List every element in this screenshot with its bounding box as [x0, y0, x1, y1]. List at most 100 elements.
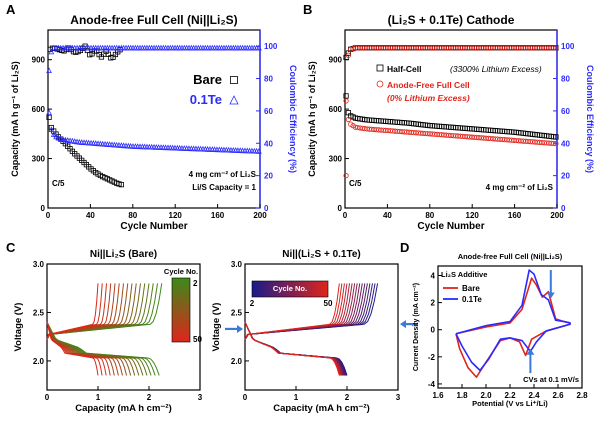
x-tick-label: 40 — [383, 211, 392, 220]
data-point — [48, 48, 55, 55]
y-tick-label: -2 — [428, 353, 436, 362]
y-tick-label: 0 — [561, 204, 566, 213]
y-tick-label: 2.5 — [33, 308, 45, 317]
y-tick-label: 900 — [329, 56, 343, 65]
annotation-scanrate: CVs at 0.1 mV/s — [523, 375, 579, 384]
x-tick-label: 2 — [345, 393, 350, 402]
chart-title: Ni||Li₂S (Bare) — [90, 249, 157, 260]
data-point — [343, 173, 349, 179]
y-tick-label: -4 — [428, 380, 436, 389]
x-tick-label: 3 — [396, 393, 401, 402]
data-point — [343, 98, 349, 104]
panel-letter: D — [400, 240, 409, 255]
legend-marker-half — [376, 64, 384, 72]
x-tick-label: 160 — [211, 211, 225, 220]
annotation-loading: 4 mg cm⁻² of Li₂S — [189, 170, 257, 179]
y-tick-label: 100 — [561, 42, 575, 51]
y-tick-label: 80 — [561, 75, 570, 84]
y-tick-label: 0 — [264, 204, 269, 213]
chart-title: (Li₂S + 0.1Te) Cathode — [388, 13, 515, 27]
x-axis-label: Capacity (mA h cm⁻²) — [273, 403, 370, 414]
plot-frame — [47, 29, 261, 209]
y-tick-label: 20 — [264, 172, 273, 181]
x-tick-label: 3 — [198, 393, 203, 402]
y-axis-label: Voltage (V) — [211, 303, 222, 352]
discharge-curve — [46, 322, 99, 376]
y-tick-label: 4 — [431, 271, 436, 280]
cv-curve — [455, 269, 571, 372]
data-point — [551, 45, 557, 51]
y-tick-label: 600 — [329, 105, 343, 114]
legend-half-note: (3300% Lithium Excess) — [450, 64, 542, 74]
data-point — [553, 141, 559, 147]
data-point — [46, 109, 52, 116]
annotation-loading: 4 mg cm⁻² of Li₂S — [486, 183, 554, 192]
annotation-rate: C/5 — [52, 179, 65, 188]
x-tick-label: 1.6 — [432, 391, 444, 400]
colorbar-max: 50 — [324, 299, 333, 308]
data-point — [50, 131, 57, 137]
data-point — [48, 126, 55, 132]
arrow-down-head — [546, 292, 555, 299]
x-tick-label: 40 — [86, 211, 95, 220]
x-tick-label: 80 — [128, 211, 137, 220]
legend-te: 0.1Te — [190, 92, 222, 107]
y-axis-label: Capacity (mA h g⁻¹ of Li₂S) — [10, 61, 20, 176]
colorbar — [171, 277, 191, 343]
y-tick-label: 3.0 — [33, 260, 45, 269]
x-axis-label: Cycle Number — [120, 221, 187, 232]
x-axis-label: Capacity (mA h cm⁻²) — [75, 403, 172, 414]
x-tick-label: 1 — [294, 393, 299, 402]
data-point — [55, 134, 62, 141]
charge-curve — [46, 283, 99, 340]
legend-marker-bare — [230, 76, 238, 84]
legend-bare: Bare — [193, 72, 222, 87]
data-point — [46, 67, 52, 74]
legend-af-note: (0% Lithium Excess) — [387, 93, 470, 103]
data-point — [551, 140, 557, 147]
y-tick-label: 0 — [431, 326, 436, 335]
x-axis-label: Cycle Number — [417, 221, 484, 232]
y-tick-label: 40 — [561, 139, 570, 148]
arrow-right-head — [400, 320, 406, 329]
legend-af: Anode-Free Full Cell — [387, 80, 470, 90]
y-tick-label: 2.5 — [231, 308, 243, 317]
y2-axis-label: Coulombic Efficiency (%) — [288, 65, 298, 173]
discharge-curve — [244, 321, 340, 376]
data-point — [118, 182, 124, 188]
plot-frame — [46, 263, 201, 391]
y2-axis-label: Coulombic Efficiency (%) — [585, 65, 595, 173]
panel-letter: B — [303, 2, 312, 17]
y-axis-label: Current Density (mA cm⁻²) — [413, 283, 420, 371]
data-point — [345, 52, 351, 58]
x-tick-label: 0 — [46, 211, 51, 220]
colorbar-title: Cycle No. — [273, 284, 307, 293]
y-tick-label: 0 — [41, 204, 46, 213]
x-axis-label: Potential (V vs Li⁺/Li) — [472, 399, 548, 408]
legend-marker-te — [229, 95, 239, 105]
y-tick-label: 2.0 — [33, 357, 45, 366]
colorbar — [251, 280, 329, 298]
annotation-rate: C/5 — [349, 179, 362, 188]
y-tick-label: 60 — [264, 107, 273, 116]
legend-marker-af — [376, 80, 384, 88]
data-point — [256, 148, 262, 154]
x-tick-label: 120 — [169, 211, 183, 220]
charge-curve — [46, 283, 133, 340]
legend-te: 0.1Te — [462, 295, 482, 304]
data-point — [343, 93, 349, 99]
y-tick-label: 300 — [329, 155, 343, 164]
charge-curve — [244, 283, 340, 340]
data-point — [348, 46, 354, 52]
x-tick-label: 1 — [96, 393, 101, 402]
arrow-left-head — [237, 324, 243, 333]
x-tick-label: 200 — [550, 211, 564, 220]
legend-bare: Bare — [462, 284, 480, 293]
data-point — [57, 135, 64, 142]
x-tick-label: 0 — [45, 393, 50, 402]
x-tick-label: 200 — [253, 211, 267, 220]
data-point — [53, 133, 59, 140]
y-tick-label: 2.0 — [231, 357, 243, 366]
y-tick-label: 40 — [264, 139, 273, 148]
colorbar-title: Cycle No. — [164, 267, 198, 276]
